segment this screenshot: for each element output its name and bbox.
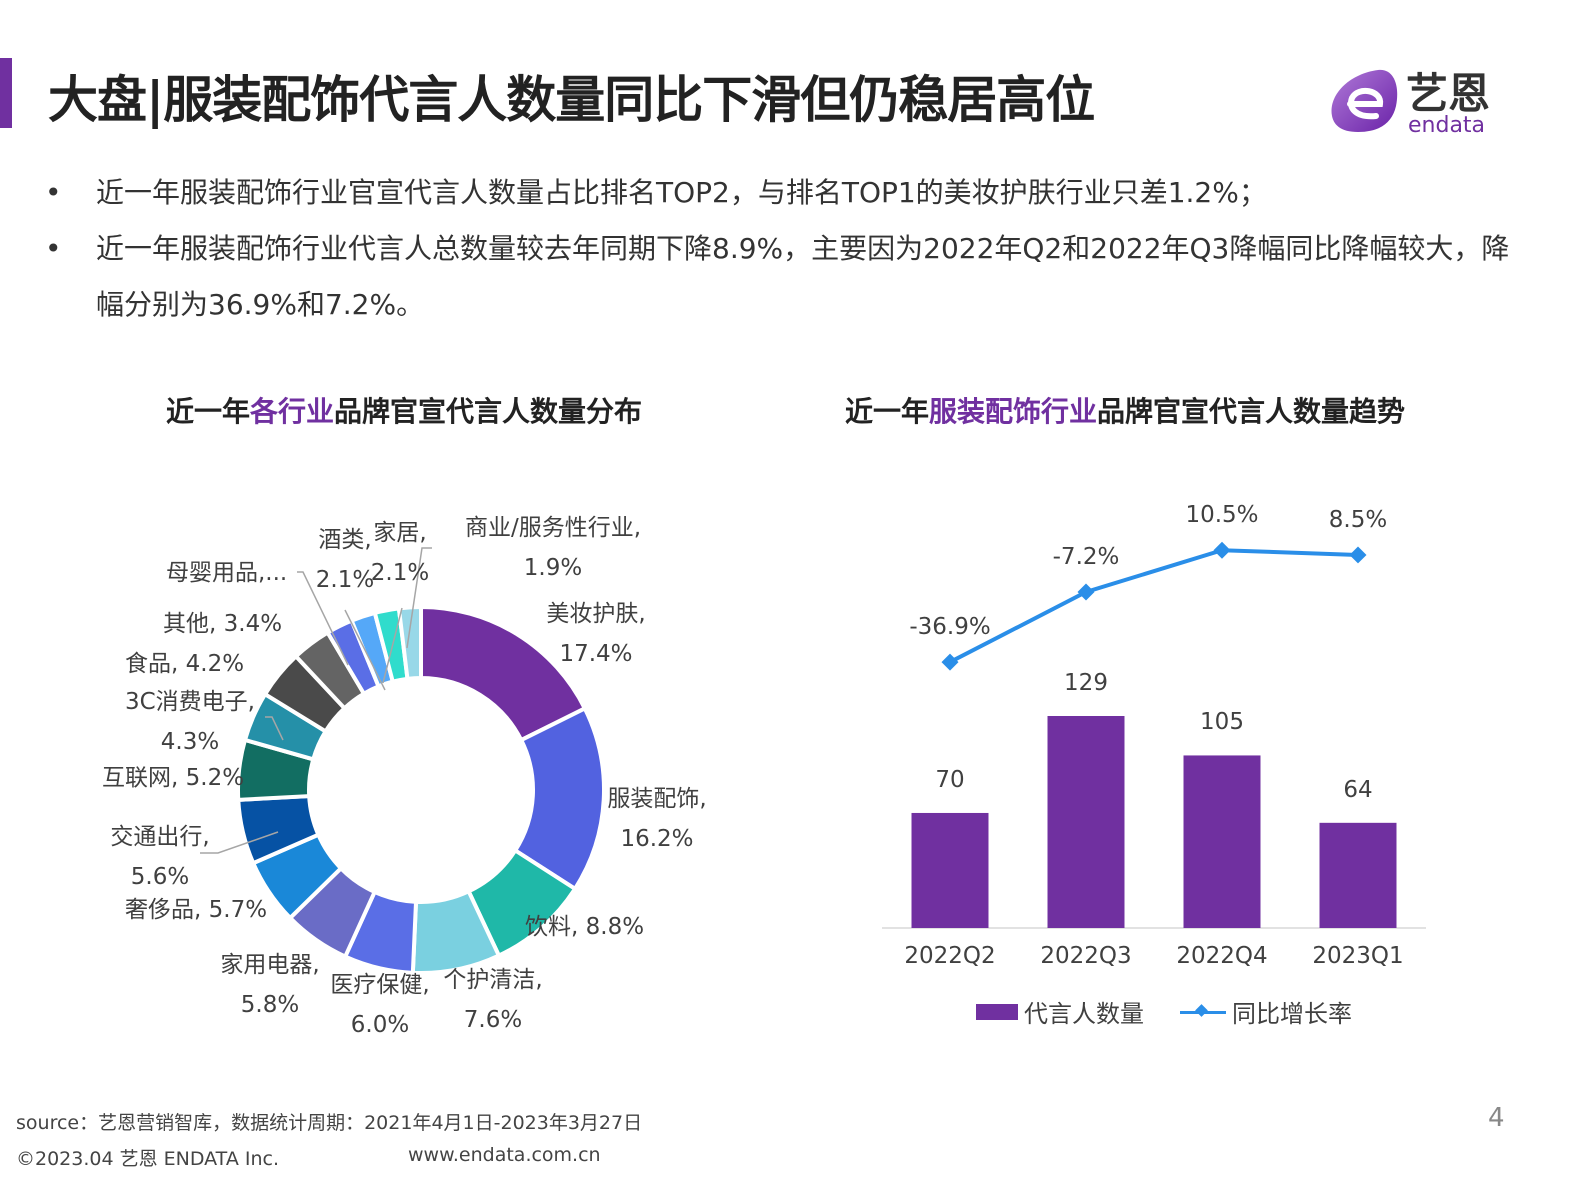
donut-label-医疗保健: 医疗保健, 6.0%: [330, 972, 430, 1038]
bullet-text: 近一年服装配饰行业官宣代言人数量占比排名TOP2，与排名TOP1的美妆护肤行业只…: [96, 176, 1267, 209]
website-link[interactable]: www.endata.com.cn: [408, 1144, 601, 1166]
legend-bar-swatch: [976, 1003, 1018, 1020]
bullet-text: 近一年服装配饰行业代言人总数量较去年同期下降8.9%，主要因为2022年Q2和2…: [96, 232, 1510, 321]
donut-label-奢侈品: 奢侈品, 5.7%: [125, 897, 268, 923]
title-post: 品牌官宣代言人数量趋势: [1097, 395, 1406, 428]
bar-2022Q2: [911, 812, 989, 928]
bullet-item: • 近一年服装配饰行业官宣代言人数量占比排名TOP2，与排名TOP1的美妆护肤行业…: [40, 165, 1520, 221]
bullet-marker: •: [45, 232, 62, 265]
bar-2022Q3: [1047, 716, 1125, 928]
growth-marker-2022Q2: [941, 653, 959, 671]
title-highlight: 服装配饰行业: [929, 395, 1098, 428]
donut-label-饮料: 饮料, 8.8%: [525, 914, 645, 940]
x-tick-label: 2022Q2: [904, 943, 996, 969]
donut-slice-商业/服务性行业: [396, 604, 423, 682]
leader-line: [297, 571, 349, 666]
page-title: 大盘|服装配饰代言人数量同比下滑但仍稳居高位: [48, 71, 1095, 129]
endata-logo: 艺恩 endata: [1328, 66, 1518, 138]
donut-label-酒类: 酒类, 2.1%: [315, 527, 375, 593]
leader-line: [382, 607, 403, 684]
growth-marker-2022Q3: [1077, 583, 1095, 601]
donut-label-个护清洁: 个护清洁, 7.6%: [443, 967, 543, 1033]
leader-line: [200, 831, 279, 854]
summary-bullets: • 近一年服装配饰行业官宣代言人数量占比排名TOP2，与排名TOP1的美妆护肤行业…: [40, 165, 1520, 333]
bar-value-label: 70: [935, 766, 965, 793]
donut-label-家用电器: 家用电器, 5.8%: [220, 952, 320, 1018]
growth-marker-2023Q1: [1349, 546, 1367, 564]
bar-2023Q1: [1319, 822, 1397, 928]
bullet-marker: •: [45, 176, 62, 209]
growth-value-label: -36.9%: [909, 614, 991, 641]
svg-text:艺恩: 艺恩: [1406, 69, 1490, 118]
title-pre: 近一年: [845, 395, 930, 428]
bar-value-label: 64: [1343, 776, 1373, 803]
title-pre: 近一年: [166, 395, 251, 428]
donut-label-互联网: 互联网, 5.2%: [102, 765, 245, 791]
donut-label-交通出行: 交通出行, 5.6%: [110, 824, 210, 890]
donut-label-母婴用品: 母婴用品,...: [166, 560, 288, 586]
svg-text:endata: endata: [1408, 113, 1485, 138]
growth-value-label: 10.5%: [1185, 502, 1259, 529]
growth-value-label: 8.5%: [1328, 506, 1388, 533]
copyright: ©2023.04 艺恩 ENDATA Inc.: [16, 1148, 279, 1170]
legend-bar-label: 代言人数量: [1024, 1000, 1144, 1028]
trend-legend: 代言人数量 同比增长率: [976, 994, 1352, 1029]
x-tick-label: 2023Q1: [1312, 943, 1404, 969]
endata-logo-mark: 艺恩 endata: [1331, 69, 1490, 138]
x-tick-label: 2022Q3: [1040, 943, 1132, 969]
bullet-item: • 近一年服装配饰行业代言人总数量较去年同期下降8.9%，主要因为2022年Q2和…: [40, 221, 1520, 333]
legend-line-swatch: [1180, 1004, 1226, 1020]
leader-line: [265, 716, 284, 741]
title-highlight: 各行业: [250, 395, 335, 428]
page-number: 4: [1488, 1103, 1505, 1133]
donut-label-其他: 其他, 3.4%: [163, 611, 283, 637]
donut-chart-title: 近一年各行业品牌官宣代言人数量分布: [166, 390, 642, 430]
bar-2022Q4: [1183, 755, 1261, 928]
donut-label-商业/服务性行业: 商业/服务性行业, 1.9%: [464, 515, 642, 581]
title-accent-bar: [0, 58, 12, 128]
donut-label-3C消费电子: 3C消费电子, 4.3%: [124, 689, 256, 755]
donut-label-家居: 家居, 2.1%: [370, 520, 430, 586]
donut-label-服装配饰: 服装配饰, 16.2%: [607, 786, 707, 852]
leader-line: [406, 547, 432, 649]
legend-line-label: 同比增长率: [1232, 1000, 1352, 1028]
title-post: 品牌官宣代言人数量分布: [334, 395, 643, 428]
growth-rate-line: [949, 548, 1359, 664]
growth-marker-2022Q4: [1213, 541, 1231, 559]
trend-chart-title: 近一年服装配饰行业品牌官宣代言人数量趋势: [845, 390, 1405, 430]
x-tick-label: 2022Q4: [1176, 943, 1268, 969]
bar-value-label: 129: [1064, 670, 1108, 696]
bar-value-label: 105: [1200, 709, 1244, 736]
donut-label-美妆护肤: 美妆护肤, 17.4%: [546, 601, 646, 667]
growth-value-label: -7.2%: [1052, 543, 1120, 570]
source-note: source：艺恩营销智库，数据统计周期：2021年4月1日-2023年3月27…: [16, 1112, 643, 1134]
leader-line: [344, 609, 386, 691]
donut-label-食品: 食品, 4.2%: [125, 651, 245, 677]
